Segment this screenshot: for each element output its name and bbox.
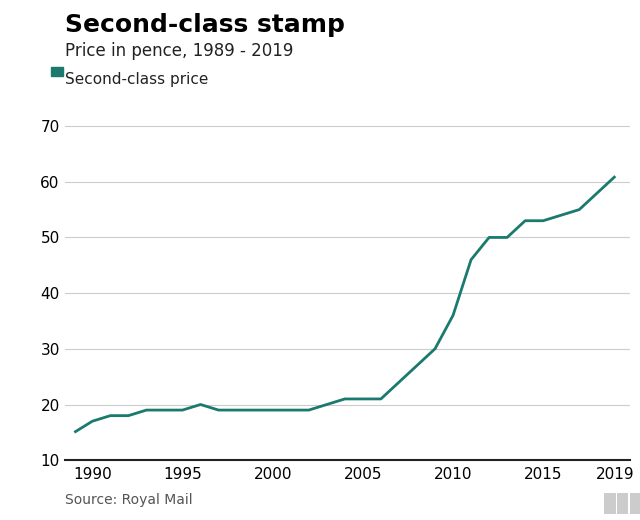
Text: Second-class stamp: Second-class stamp — [65, 13, 345, 37]
Text: Second-class price: Second-class price — [65, 72, 209, 87]
Text: Source: Royal Mail: Source: Royal Mail — [65, 493, 193, 507]
Text: Price in pence, 1989 - 2019: Price in pence, 1989 - 2019 — [65, 42, 294, 60]
Text: B: B — [605, 497, 614, 510]
Text: B: B — [618, 497, 627, 510]
Text: C: C — [631, 497, 640, 510]
